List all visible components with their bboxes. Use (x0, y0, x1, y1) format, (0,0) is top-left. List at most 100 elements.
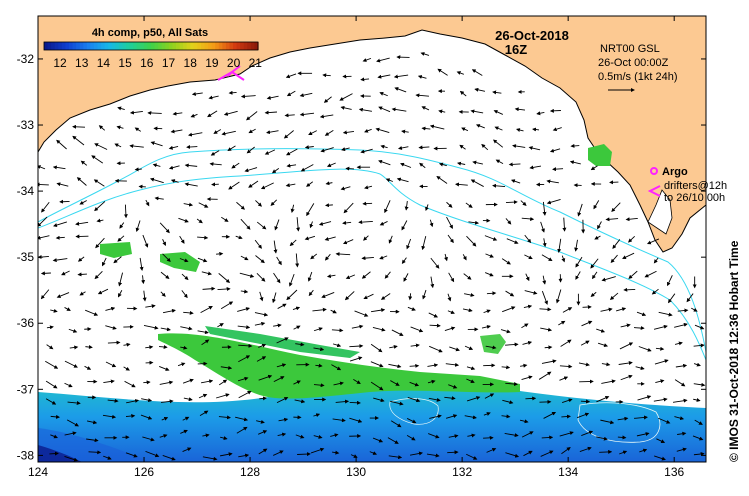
current-vector (313, 347, 325, 352)
current-vector (380, 144, 388, 149)
current-vector (308, 130, 317, 136)
current-vector (358, 107, 372, 112)
current-vector (354, 310, 369, 317)
current-vector (466, 366, 476, 371)
current-vector (600, 307, 613, 312)
colorbar-swatch (72, 42, 77, 50)
current-vector (638, 346, 652, 352)
current-vector (170, 179, 179, 183)
current-vector (605, 217, 619, 222)
colorbar-swatch (136, 42, 141, 50)
current-vector (462, 308, 473, 313)
colorbar-swatch (65, 42, 70, 50)
current-vector (56, 139, 67, 150)
current-vector (147, 110, 162, 115)
current-vector (330, 433, 339, 438)
current-vector (693, 452, 705, 456)
current-vector (523, 450, 533, 457)
y-tick-label: -35 (17, 250, 35, 264)
current-vector (508, 162, 521, 167)
current-vector (134, 167, 142, 172)
colorbar-swatch (218, 42, 223, 50)
current-vector (342, 220, 352, 225)
current-vector (168, 145, 179, 150)
current-vector (69, 345, 79, 350)
current-vector (340, 105, 352, 110)
current-vector (350, 454, 358, 458)
current-vector (615, 307, 627, 312)
current-vector (635, 366, 645, 370)
current-vector (403, 273, 409, 282)
current-vector (41, 201, 50, 213)
current-vector (560, 339, 572, 347)
current-vector (539, 307, 552, 312)
current-vector (505, 290, 515, 297)
current-vector (693, 382, 706, 387)
colorbar-swatch (147, 42, 152, 50)
current-vector (472, 160, 483, 165)
colorbar-swatch (250, 42, 256, 50)
current-vector (162, 253, 171, 263)
current-vector (294, 399, 306, 404)
current-vector (255, 200, 262, 207)
current-vector (322, 73, 331, 78)
current-vector (620, 374, 633, 381)
current-vector (38, 235, 50, 240)
current-vector (45, 380, 58, 389)
current-vector (466, 453, 478, 460)
sst-patch-mid (160, 252, 200, 272)
current-vector (541, 359, 557, 364)
current-vector (387, 437, 399, 444)
current-vector (692, 435, 704, 441)
current-vector (558, 320, 566, 326)
current-vector (326, 274, 336, 279)
current-vector (596, 328, 606, 333)
current-vector (506, 238, 519, 244)
current-vector (246, 146, 255, 154)
current-vector (674, 416, 685, 421)
current-vector (235, 416, 249, 422)
colorbar-swatch (86, 42, 91, 50)
current-vector (217, 323, 224, 328)
current-vector (313, 327, 323, 332)
current-vector (313, 383, 325, 388)
current-vector (244, 167, 258, 173)
current-vector (237, 325, 251, 330)
current-vector (617, 435, 627, 440)
current-vector (415, 93, 430, 98)
current-vector (218, 379, 228, 386)
current-vector (429, 124, 445, 130)
current-vector (552, 167, 564, 172)
current-vector (448, 272, 455, 283)
current-vector (309, 221, 314, 229)
current-vector (601, 276, 616, 282)
current-vector (483, 435, 494, 440)
current-vector (240, 255, 249, 261)
current-vector (202, 456, 218, 461)
current-vector (220, 301, 234, 310)
current-vector (521, 216, 535, 221)
colorbar-swatch (115, 42, 120, 50)
current-vector (591, 271, 598, 280)
current-vector (481, 324, 491, 329)
current-vector (389, 344, 398, 349)
current-vector (561, 414, 571, 419)
colorbar-swatch (47, 42, 52, 50)
current-vector (313, 434, 323, 439)
current-vector (590, 165, 598, 171)
legend-scale: 0.5m/s (1kt 24h) (598, 71, 677, 83)
current-vector (677, 308, 689, 313)
colorbar-tick-label: 14 (97, 56, 111, 70)
current-vector (207, 110, 218, 118)
current-vector (197, 257, 208, 263)
current-vector (561, 255, 566, 263)
current-vector (471, 69, 483, 76)
current-vector (312, 307, 327, 312)
current-vector (210, 150, 220, 156)
current-vector (283, 130, 294, 139)
current-vector (360, 148, 373, 154)
colorbar-swatch (44, 42, 49, 50)
current-vector (220, 365, 233, 370)
current-vector (159, 222, 170, 234)
current-vector (581, 320, 593, 327)
